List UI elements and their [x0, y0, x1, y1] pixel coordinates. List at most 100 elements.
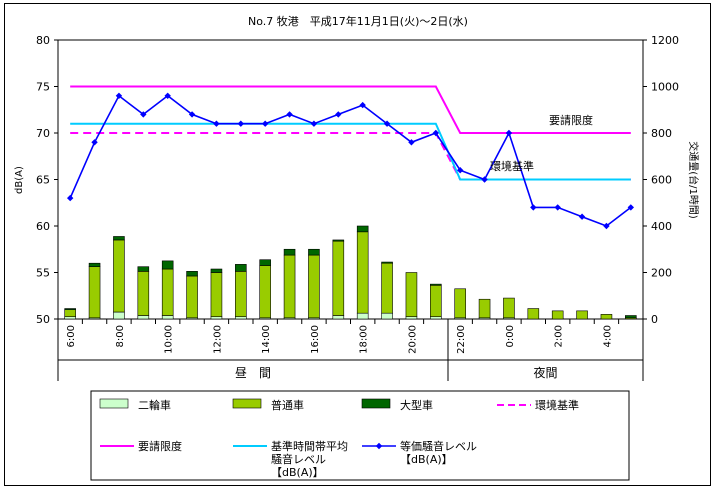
bar-0-4: [161, 315, 174, 320]
bar-1-12: [356, 231, 369, 314]
leq-point-21: [578, 213, 586, 220]
x-label-0: 6:00: [66, 325, 77, 347]
bar-1-14: [405, 272, 418, 317]
bar-1-20: [551, 310, 564, 320]
x-label-22: 4:00: [602, 325, 613, 347]
bar-1-4: [161, 268, 174, 316]
bar-0-6: [210, 316, 223, 320]
axes-group: 50 55 60 65 70 75 80 dB(A) 0 200 400 600 800 1000 1200…: [14, 34, 700, 381]
x-label-20: 2:00: [554, 325, 565, 347]
bar-1-13: [381, 262, 393, 314]
annotation-limit: 要請限度: [549, 113, 593, 127]
bar-1-19: [527, 308, 540, 320]
bar-2-10: [308, 248, 320, 256]
x-label-10: 16:00: [310, 325, 321, 354]
bar-2-12: [356, 225, 369, 233]
bar-2-4: [161, 260, 174, 270]
bar-1-8: [259, 265, 271, 319]
leq-point-23: [627, 204, 635, 211]
bar-1-7: [235, 271, 247, 317]
bar-1-22: [600, 314, 613, 320]
bar-1-3: [137, 271, 150, 316]
leq-point-15: [432, 129, 440, 137]
leq-point-16: [456, 167, 464, 174]
y-left-label-2: 60: [36, 220, 50, 233]
legend-label-0-0: 二輪車: [138, 398, 171, 412]
leq-point-12: [359, 101, 366, 109]
leq-point-9: [286, 111, 293, 118]
bar-1-16: [454, 288, 466, 319]
leq-point-13: [383, 120, 391, 127]
x-label-18: 0:00: [505, 325, 516, 347]
legend-swatch-2: [361, 398, 391, 409]
legend-swatch-0: [99, 398, 129, 409]
bar-2-2: [113, 236, 125, 241]
y-right-label-3: 600: [651, 174, 672, 187]
x-label-2: 8:00: [115, 325, 126, 347]
legend-label-5-1: 騒音レベル: [271, 452, 326, 466]
bar-1-2: [113, 239, 125, 313]
bar-1-5: [186, 275, 198, 319]
y-right-label-6: 1200: [651, 34, 679, 47]
x-label-14: 20:00: [407, 325, 418, 354]
bar-1-6: [210, 272, 223, 317]
line-leq: [69, 94, 632, 227]
period-night-label: 夜間: [533, 365, 557, 380]
leq-point-18: [505, 129, 513, 137]
leq-point-20: [554, 204, 561, 211]
x-label-8: 14:00: [261, 325, 272, 354]
y-left-label-3: 65: [36, 174, 50, 187]
y-left-label-1: 55: [36, 267, 50, 280]
leq-point-10: [310, 120, 318, 127]
leq-point-4: [164, 92, 171, 99]
bar-1-21: [576, 310, 588, 320]
y-left-label-5: 75: [36, 81, 50, 94]
bar-2-1: [88, 262, 101, 267]
legend-label-5-0: 基準時間帯平均: [271, 439, 348, 453]
x-label-4: 10:00: [164, 325, 175, 354]
leq-point-1: [91, 139, 98, 146]
line-ref-1: [70, 85, 631, 134]
y-right-label-0: 0: [651, 313, 658, 326]
y-right-label-2: 400: [651, 220, 672, 233]
bar-2-23: [625, 315, 637, 319]
bar-0-14: [405, 316, 418, 320]
bar-1-15: [430, 284, 442, 317]
leq-point-22: [603, 222, 610, 230]
legend-label-2-0: 大型車: [400, 398, 433, 412]
y-left-label-4: 70: [36, 127, 50, 140]
bar-0-13: [381, 312, 393, 320]
bar-2-0: [64, 308, 76, 311]
chart-title: No.7 牧港 平成17年11月1日(火)〜2日(水): [248, 14, 468, 28]
legend-swatch-1: [232, 398, 262, 409]
leq-point-6: [213, 120, 220, 127]
leq-point-0: [66, 194, 74, 202]
leq-point-19: [530, 204, 537, 211]
period-day-label: 昼 間: [235, 366, 271, 380]
bar-0-3: [137, 315, 150, 320]
leq-point-7: [237, 120, 245, 127]
bars-group: [64, 225, 637, 320]
bar-0-2: [113, 311, 125, 320]
y-left-label-6: 80: [36, 34, 50, 47]
y-right-label-5: 1000: [651, 81, 679, 94]
y-right-label-1: 200: [651, 267, 672, 280]
bar-1-0: [64, 309, 76, 317]
bar-1-10: [308, 254, 320, 319]
legend-label-1-0: 普通車: [271, 398, 304, 412]
bar-0-11: [332, 315, 345, 320]
bar-2-13: [381, 261, 393, 264]
leq-point-11: [335, 111, 342, 118]
legend-label-6-0: 等価騒音レベル: [400, 439, 477, 453]
legend-label-4-0: 要請限度: [138, 439, 182, 453]
bar-2-6: [210, 268, 223, 273]
x-label-16: 22:00: [456, 325, 467, 354]
bar-0-15: [430, 316, 442, 320]
legend-label-3-0: 環境基準: [535, 398, 579, 412]
bar-2-9: [283, 248, 296, 256]
line-ref-2: [70, 132, 631, 181]
x-label-6: 12:00: [212, 325, 223, 354]
y-right-label-4: 800: [651, 127, 672, 140]
leq-point-3: [140, 111, 147, 118]
